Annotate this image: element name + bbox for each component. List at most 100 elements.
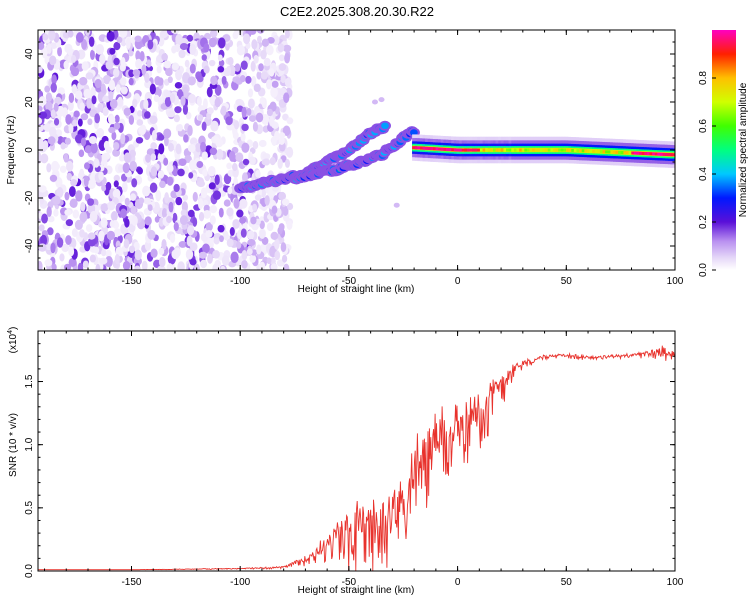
heat-cell [219,235,224,243]
heat-cell [157,77,164,86]
heat-cell [242,33,251,45]
heat-cell [248,115,257,122]
heat-cell [115,246,124,257]
heat-cell [111,211,118,222]
heat-cell [203,209,212,219]
heat-cell [98,230,105,242]
heat-cell [626,151,632,155]
heat-cell [226,162,233,170]
heat-cell [216,148,224,160]
heat-cell [86,97,92,109]
heat-cell [251,75,257,88]
heat-cell [485,148,491,152]
heat-cell [283,92,290,104]
heat-cell [262,153,271,160]
heat-cell [139,50,145,62]
heat-cell [500,148,506,152]
heat-cell [108,90,114,101]
heat-cell [170,93,176,103]
heat-cell [89,254,96,263]
colorbar-axis: 0.0 0.2 0.4 0.6 0.8 [698,71,716,277]
heat-cell [177,123,183,132]
heat-cell [81,39,88,50]
heat-cell [242,158,250,166]
heat-cell [451,148,457,152]
heat-cell [113,57,120,66]
heat-cell [94,78,102,89]
heat-cell [282,125,291,137]
heat-cell [145,153,151,163]
heat-cell [597,150,603,154]
heat-cell [72,209,80,219]
heat-cell [109,220,115,228]
heat-cell [131,178,138,188]
heat-cell [99,257,108,265]
heat-cell [620,151,626,155]
heat-cell [75,190,83,202]
heat-cell [135,50,141,61]
heat-cell [280,74,286,84]
heat-cell [438,147,444,151]
heat-cell [662,152,668,156]
heat-cell [265,79,272,90]
heat-cell [116,36,123,44]
heat-cell [77,262,84,270]
heat-cell [286,146,294,158]
heat-cell [217,66,225,73]
heat-cell [81,61,89,71]
heat-cell [89,211,98,223]
heat-cell [628,151,634,155]
heat-cell [38,139,45,150]
heat-cell [242,172,248,183]
y-tick-label: 40 [24,48,35,60]
heat-cell [210,120,219,132]
heat-cell [214,97,221,108]
heat-cell [256,35,262,43]
heat-cell [435,147,441,151]
heat-cell [430,147,436,151]
heat-cell [381,122,389,130]
heat-cell [97,103,103,113]
heat-cell [57,46,63,57]
heat-cell [45,92,53,103]
heat-cell [134,249,142,261]
heat-cell [65,219,74,227]
heat-cell [173,114,180,123]
heat-cell [222,230,229,241]
heat-cell [120,56,126,68]
heat-cell [247,238,256,247]
heat-cell [414,146,420,150]
heat-cell [272,34,280,46]
heat-cell [654,152,660,156]
heat-cell [278,63,287,71]
heat-cell [56,187,64,198]
heat-cell [236,44,246,56]
heat-cell [200,259,208,269]
heat-cell [250,216,257,225]
heat-cell [187,125,193,137]
x-tick-label: -150 [121,276,141,287]
heat-cell [83,175,89,187]
heat-cell [461,148,467,152]
heat-cell [196,160,204,169]
heat-cell [209,205,218,214]
heat-cell [278,191,287,201]
heat-cell [178,240,187,248]
heat-cell [200,187,208,199]
heat-cell [202,243,210,254]
heat-cell [246,248,253,255]
heat-cell [47,227,54,236]
heat-cell [51,160,60,172]
heat-cell [235,152,244,163]
heat-cell [113,228,122,237]
heat-cell [479,148,485,152]
heat-cell [169,233,176,244]
heat-cell [610,150,616,154]
heat-cell [252,121,258,132]
heat-cell [141,64,147,76]
heat-cell [44,85,51,93]
heat-cell [46,163,52,173]
heat-cell [201,54,207,61]
heat-cell [87,118,93,126]
heat-cell [174,106,182,114]
